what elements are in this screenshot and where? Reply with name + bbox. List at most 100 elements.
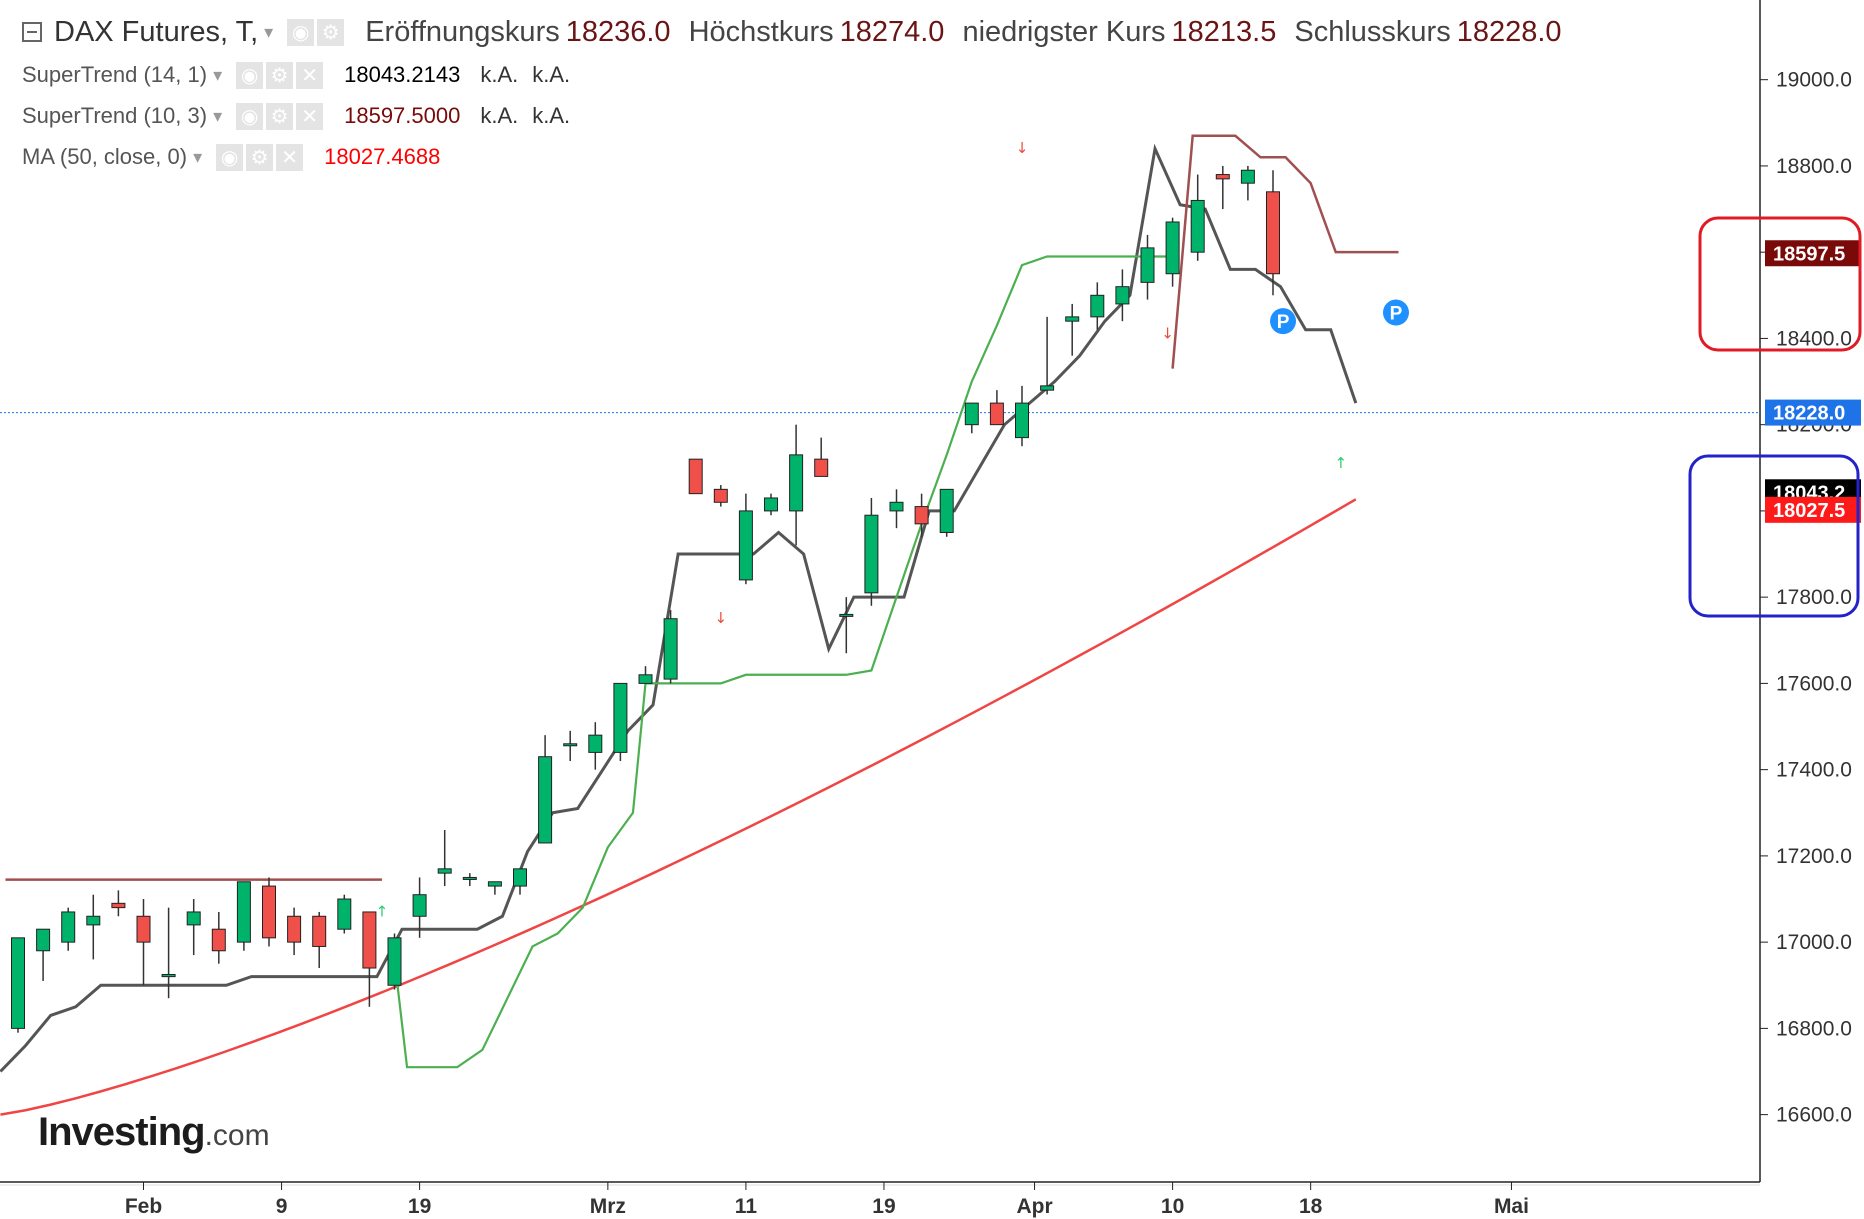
candle-body [61,911,76,943]
candle-body [1240,169,1255,184]
p-marker-label: P [1390,304,1403,325]
candle-body [161,973,176,978]
candle-body [713,488,728,503]
indicator-supertrend-14-1: SuperTrend (14, 1) ▾ ◉ ⚙ ✕ 18043.2143 k.… [22,60,570,90]
candle-body [914,506,929,525]
x-tick-label: 19 [408,1195,431,1218]
candle-body [538,756,553,844]
y-tick-label: 16800.0 [1776,1017,1852,1040]
gear-icon[interactable]: ⚙ [266,102,294,130]
p-marker-label: P [1277,312,1290,333]
candle-body [437,868,452,874]
candle-body [964,402,979,426]
p-marker: P [1270,308,1297,335]
price-tag-last-text: 18228.0 [1773,403,1845,425]
x-tick-label: Apr [1016,1195,1052,1218]
candle-body [1140,247,1155,283]
close-icon[interactable]: ✕ [276,143,304,171]
candle-body [1015,402,1029,439]
candle-body [939,488,954,533]
candle-body [1065,316,1080,322]
y-tick-label: 18800.0 [1776,155,1852,178]
gear-icon[interactable]: ⚙ [266,61,294,89]
candle-body [262,885,276,939]
annotation-red-box [1698,216,1862,352]
indicator-name: SuperTrend (14, 1) [22,62,208,87]
candle-body [236,881,251,943]
price-tag-ma-text: 18027.5 [1773,500,1845,522]
high-label: Höchstkurs [688,15,834,48]
candle-body [211,928,226,952]
price-tag-last-bg [1765,399,1861,426]
indicator-na-2: k.A. [532,103,571,128]
x-tick-label: Mrz [590,1195,626,1218]
candle-body [638,674,653,684]
eye-icon[interactable]: ◉ [236,102,264,130]
candle-body [462,876,477,880]
open-value: 18236.0 [565,15,671,48]
y-tick-label: 16600.0 [1776,1104,1852,1127]
signal-arrow: ↓ [715,609,728,627]
candle-body [613,682,628,753]
indicator-supertrend-10-3: SuperTrend (10, 3) ▾ ◉ ⚙ ✕ 18597.5000 k.… [22,101,570,131]
y-tick-label: 17200.0 [1776,845,1852,868]
price-tag-supertrend-10-3-text: 18597.5 [1773,243,1845,265]
candle-body [36,928,51,952]
signal-arrow: ↓ [1161,324,1174,342]
x-tick-label: 9 [276,1195,288,1218]
candle-body [513,868,527,887]
chart-header: DAX Futures, T, ▾ ◉ ⚙ Eröffnungskurs 182… [22,12,1562,52]
gear-icon[interactable]: ⚙ [317,18,345,46]
x-tick-label: 19 [872,1195,895,1218]
candle-body [186,911,201,926]
indicator-na-1: k.A. [480,62,519,87]
candle-body [839,613,854,617]
low-value: 18213.5 [1171,15,1277,48]
candle-body [412,894,427,917]
minus-box-icon[interactable] [22,22,42,42]
candle-body [864,514,879,594]
ma-50-line [0,498,1357,1116]
indicator-name: MA (50, close, 0) [22,144,188,169]
signal-markers: P P ↑ ↓ ↓ ↓ ↑ [376,139,1409,920]
candle-body [814,458,829,477]
gear-icon[interactable]: ⚙ [246,143,274,171]
candle-body [663,618,678,680]
caret-down-icon[interactable]: ▾ [264,21,274,43]
close-icon[interactable]: ✕ [296,102,324,130]
indicator-value: 18043.2143 [344,62,461,87]
candle-body [1115,286,1130,305]
caret-down-icon[interactable]: ▾ [213,105,223,127]
indicator-ma-50: MA (50, close, 0) ▾ ◉ ⚙ ✕ 18027.4688 [22,142,446,172]
candle-body [1165,221,1180,275]
p-marker: P [1382,299,1409,326]
indicator-lines [0,134,1399,1116]
investing-logo: Investing.com [38,1110,270,1154]
eye-icon[interactable]: ◉ [236,61,264,89]
signal-arrow: ↑ [1334,454,1347,472]
candle-body [287,915,302,943]
candle-body [764,497,778,512]
eye-icon[interactable]: ◉ [216,143,244,171]
candles [11,165,1280,1033]
indicator-na-1: k.A. [480,103,519,128]
price-tag-supertrend-10-3: 18597.5 [1765,240,1861,267]
price-tag-ma: 18027.5 [1765,496,1861,523]
candle-body [563,743,578,747]
caret-down-icon[interactable]: ▾ [213,64,223,86]
caret-down-icon[interactable]: ▾ [193,146,203,168]
indicator-value: 18597.5000 [344,103,461,128]
eye-icon[interactable]: ◉ [287,18,315,46]
close-icon[interactable]: ✕ [296,61,324,89]
y-tick-label: 17000.0 [1776,931,1852,954]
instrument-title: DAX Futures, T, [54,15,259,48]
candle-body [312,915,327,947]
candle-body [789,454,804,512]
candle-body [889,501,904,512]
candle-body [337,898,352,930]
low-label: niedrigster Kurs [962,15,1166,48]
supertrend-10-3-down-line [1171,134,1399,369]
candle-body [1040,385,1055,391]
